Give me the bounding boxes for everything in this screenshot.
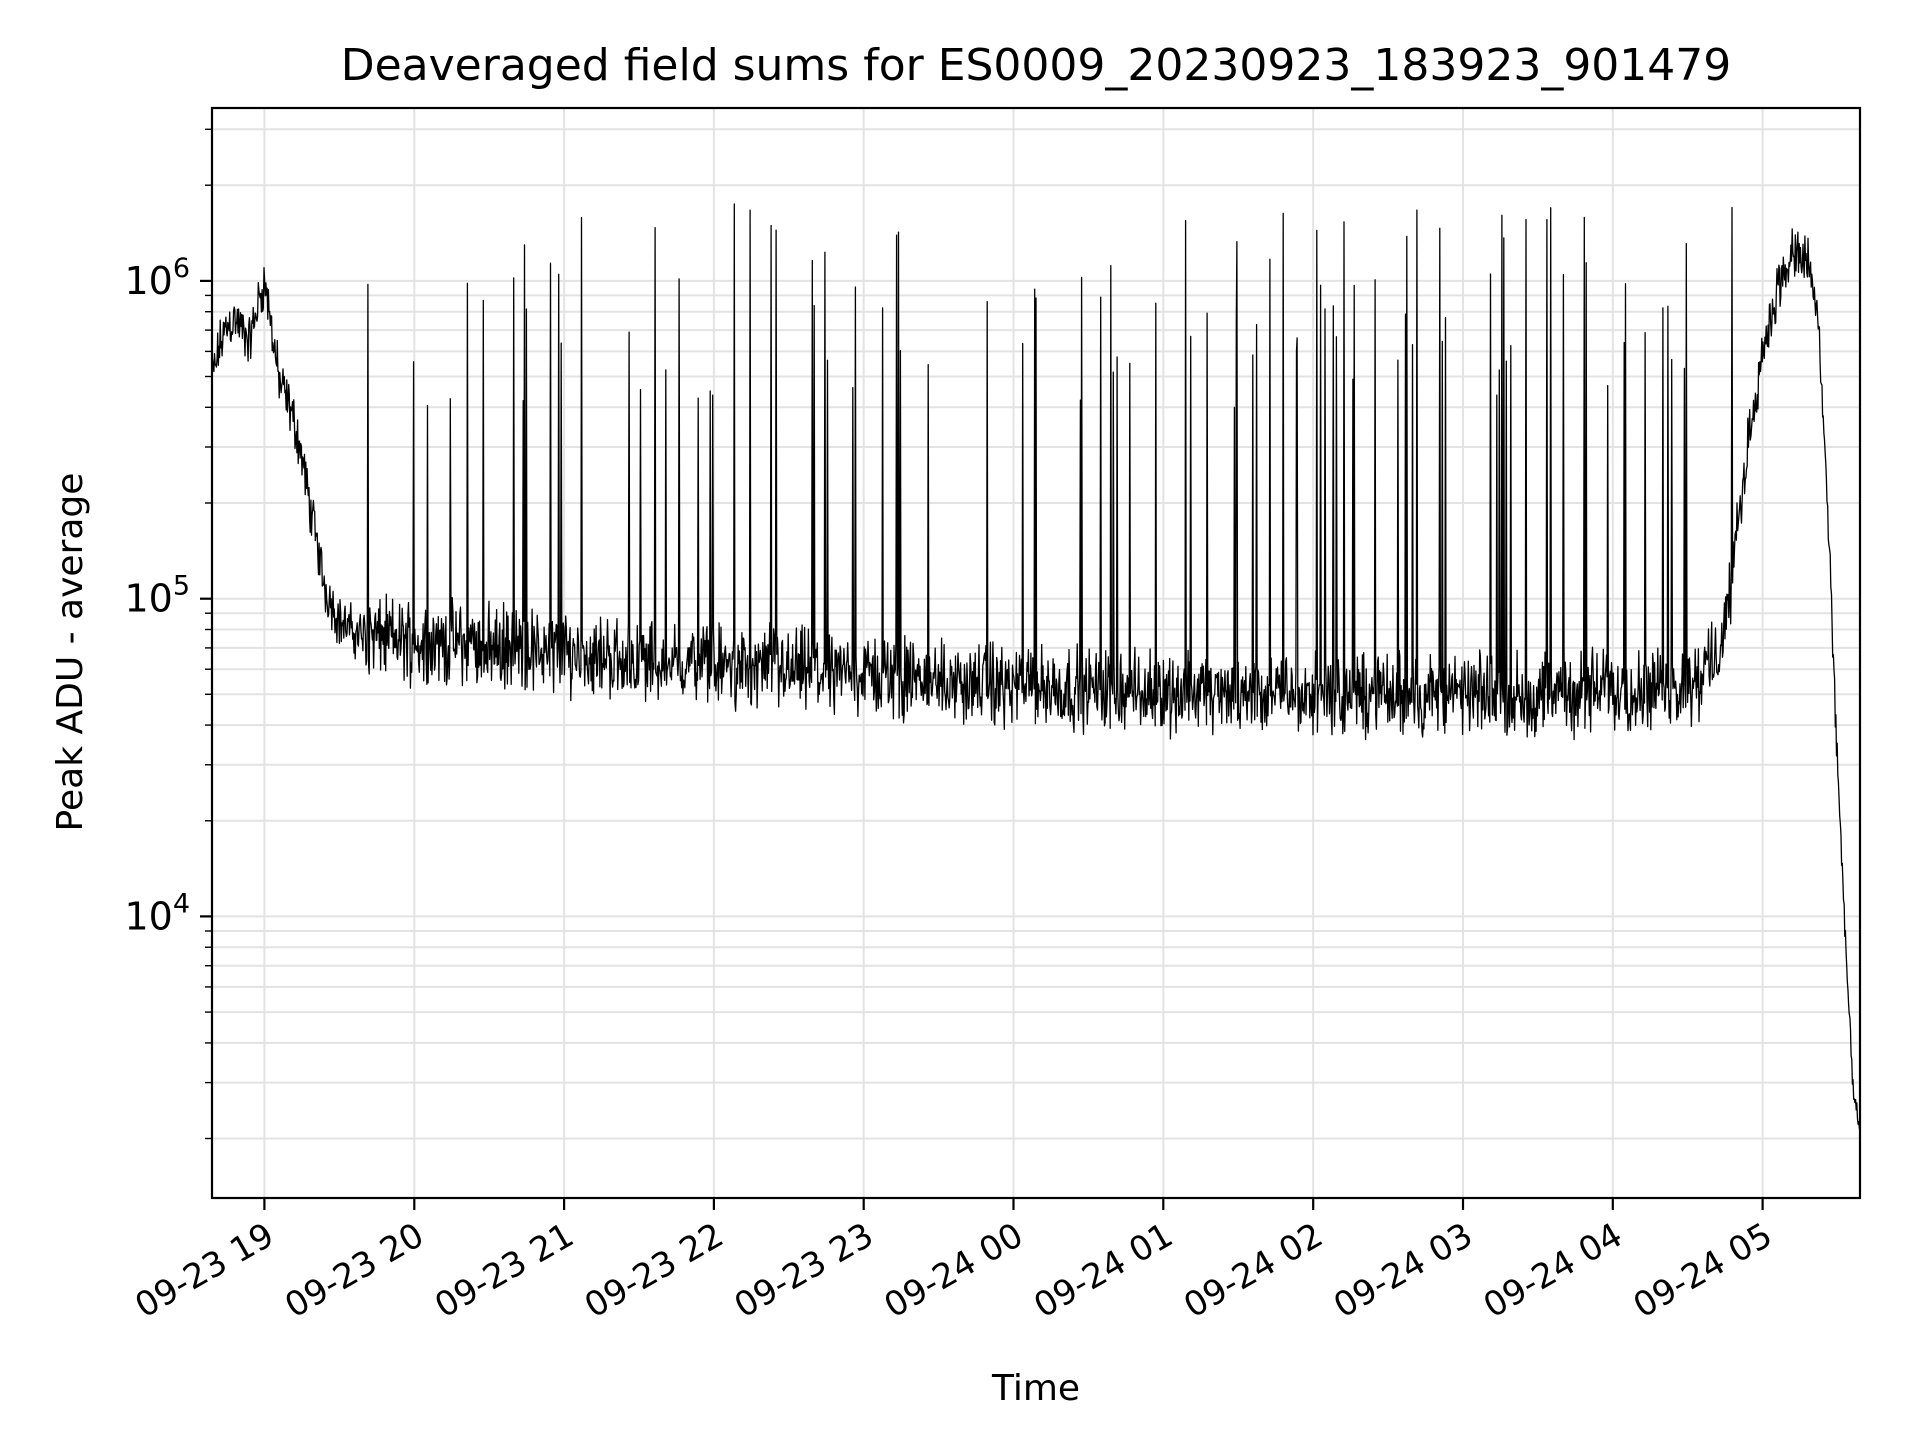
axes-frame: [210, 106, 1862, 1200]
y-axis: 104 105 106: [124, 128, 212, 1140]
x-axis-label: Time: [991, 1368, 1080, 1409]
series-group: [211, 203, 1861, 1132]
y-tick-label: 106: [124, 253, 190, 303]
chart-title: Deaveraged field sums for ES0009_2023092…: [341, 40, 1732, 91]
y-axis-label: Peak ADU - average: [50, 473, 91, 832]
y-tick-label: 105: [124, 571, 190, 621]
series-line: [211, 203, 1861, 1132]
y-tick-label: 104: [124, 888, 190, 938]
